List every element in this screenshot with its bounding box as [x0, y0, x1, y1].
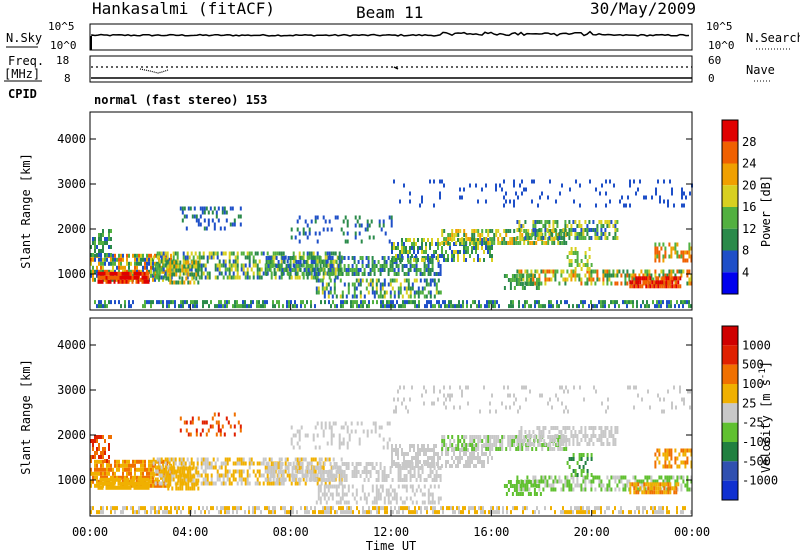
noise-tick-bottom-right: 10^0	[708, 39, 735, 52]
y-tick-label: 4000	[57, 338, 86, 352]
nsky-label: N.Sky	[6, 31, 42, 45]
y-tick-label: 1000	[57, 267, 86, 281]
velocity-ylabel: Slant Range [km]	[19, 359, 33, 475]
colorbar-tick-label: 24	[742, 157, 756, 171]
colorbar-tick-label: 1000	[742, 338, 771, 352]
colorbar-tick-label: 16	[742, 200, 756, 214]
y-tick-label: 1000	[57, 473, 86, 487]
power-panel: 1000 2000 3000 4000 Slant Range [km]	[19, 112, 693, 310]
y-tick-label: 2000	[57, 428, 86, 442]
power-ylabel: Slant Range [km]	[19, 153, 33, 269]
power-colorbar-label: Power [dB]	[759, 175, 773, 247]
y-tick-label: 2000	[57, 222, 86, 236]
nsearch-label: N.Search	[746, 31, 800, 45]
freq-panel: 18 8 60 0 Freq. [MHz] Nave CPID normal (…	[4, 54, 775, 107]
freq-label-line1: Freq.	[8, 54, 44, 68]
date-title: 30/May/2009	[590, 0, 696, 18]
colorbar-tick-label: 25	[742, 396, 756, 410]
y-tick-label: 3000	[57, 177, 86, 191]
noise-tick-top-right: 10^5	[706, 20, 733, 33]
x-tick-label: 08:00	[273, 525, 309, 539]
velocity-colorbar-label: Velocity [m s-1]	[758, 361, 773, 473]
nave-label: Nave	[746, 63, 775, 77]
time-axis-label: Time UT	[366, 539, 417, 553]
y-tick-label: 4000	[57, 132, 86, 146]
station-title: Hankasalmi (fitACF)	[92, 0, 275, 18]
x-tick-label: 16:00	[473, 525, 509, 539]
colorbar-tick-label: 12	[742, 222, 756, 236]
noise-tick-bottom-left: 10^0	[50, 39, 77, 52]
nave-tick-top: 60	[708, 54, 721, 67]
x-tick-label: 00:00	[72, 525, 108, 539]
y-tick-label: 3000	[57, 383, 86, 397]
colorbar-tick-label: -1000	[742, 474, 778, 488]
colorbar-tick-label: 28	[742, 135, 756, 149]
x-tick-label: 00:00	[674, 525, 710, 539]
cpid-text: normal (fast stereo) 153	[94, 93, 267, 107]
x-tick-label: 12:00	[373, 525, 409, 539]
noise-panel: 10^5 10^0 10^5 10^0 N.Sky N.Search	[6, 20, 800, 52]
colorbar-tick-label: 4	[742, 265, 749, 279]
power-colorbar: 4 8 12 16 20 24 28 Power [dB]	[722, 120, 773, 294]
colorbar-tick-label: 20	[742, 178, 756, 192]
velocity-panel: 1000 2000 3000 4000 Slant Range [km]	[19, 318, 692, 516]
beam-title: Beam 11	[356, 3, 423, 22]
nave-tick-bottom: 0	[708, 72, 715, 85]
x-tick-label: 20:00	[574, 525, 610, 539]
cpid-label: CPID	[8, 87, 37, 101]
noise-trace	[92, 32, 689, 36]
colorbar-tick-label: 8	[742, 244, 749, 258]
freq-tick-bottom: 8	[64, 72, 71, 85]
noise-tick-top-left: 10^5	[48, 20, 75, 33]
x-tick-label: 04:00	[172, 525, 208, 539]
freq-label-line2: [MHz]	[4, 67, 40, 81]
freq-tick-top: 18	[56, 54, 69, 67]
